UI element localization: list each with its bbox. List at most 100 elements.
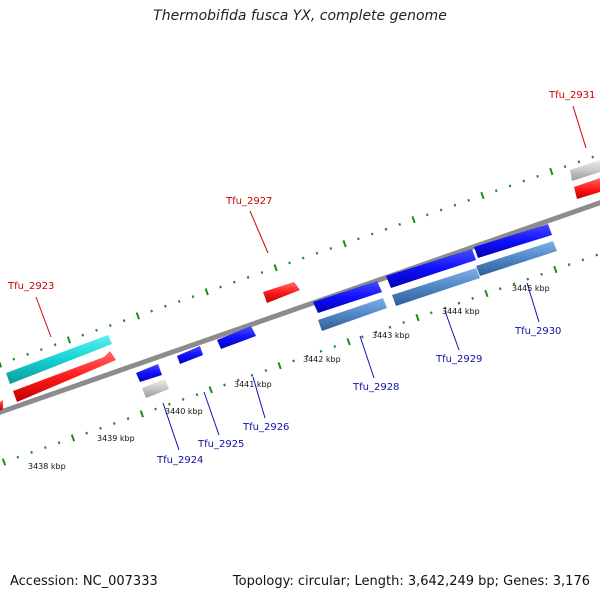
major-tick [549, 167, 554, 176]
genome-summary-text: Topology: circular; Length: 3,642,249 bp… [232, 574, 590, 589]
major-tick [204, 288, 209, 296]
gene-label-tfu-2926[interactable]: Tfu_2926 [242, 422, 289, 433]
minor-tick [168, 402, 171, 406]
minor-tick [443, 306, 447, 310]
minor-tick [195, 393, 199, 397]
major-tick [484, 289, 489, 298]
minor-tick [453, 203, 457, 207]
leader-tfu-2928 [359, 335, 375, 379]
minor-tick [44, 446, 47, 449]
minor-tick [305, 354, 309, 358]
gene-tfu-2928-steel[interactable] [318, 298, 387, 331]
minor-tick [540, 272, 543, 276]
minor-tick [361, 335, 364, 339]
major-tick [139, 410, 144, 418]
minor-tick [508, 184, 512, 188]
minor-tick [292, 359, 295, 363]
gene-labels: Tfu_2923 Tfu_2927 Tfu_2931 Tfu_2924 Tfu_… [7, 90, 595, 466]
gene-tfu-2929-steel[interactable] [392, 268, 480, 306]
leader-tfu-2925 [203, 391, 220, 436]
gene-label-tfu-2925[interactable]: Tfu_2925 [197, 439, 244, 450]
minor-tick [246, 275, 250, 279]
minor-tick [260, 271, 264, 275]
gene-label-tfu-2923[interactable]: Tfu_2923 [7, 281, 54, 292]
gene-tfu-2931-gray[interactable] [570, 160, 600, 181]
gene-label-tfu-2929[interactable]: Tfu_2929 [435, 354, 482, 365]
minor-tick [177, 299, 181, 303]
gene-tfu-2929[interactable] [386, 249, 476, 288]
scale-label: 3439 kbp [97, 434, 135, 443]
gene-label-tfu-2931[interactable]: Tfu_2931 [548, 90, 595, 101]
upper-tick-track [0, 155, 595, 368]
minor-tick [40, 348, 43, 351]
minor-tick [57, 441, 61, 445]
minor-tick [329, 247, 333, 250]
major-tick [70, 434, 76, 442]
minor-tick [236, 378, 240, 382]
minor-tick [374, 330, 378, 334]
minor-tick [467, 198, 470, 202]
minor-tick [112, 422, 116, 425]
minor-tick [425, 213, 429, 217]
gene-tfu-2930[interactable] [474, 224, 552, 258]
gene-label-tfu-2927[interactable]: Tfu_2927 [225, 196, 272, 207]
minor-tick [567, 263, 571, 267]
gene-tfu-2928[interactable] [313, 281, 382, 313]
gene-partial-left[interactable] [0, 400, 3, 411]
scale-label: 3438 kbp [28, 462, 66, 471]
scale-label: 3442 kbp [303, 355, 341, 364]
major-tick [415, 313, 420, 322]
minor-tick [522, 179, 526, 183]
gene-tfu-2925[interactable] [177, 346, 203, 364]
leader-tfu-2927 [249, 210, 269, 254]
minor-tick [333, 345, 337, 348]
minor-tick [181, 397, 185, 401]
major-tick [273, 264, 278, 272]
minor-tick [126, 417, 130, 421]
major-tick [342, 240, 347, 248]
minor-tick [30, 450, 33, 454]
minor-tick [164, 304, 167, 308]
minor-tick [370, 232, 374, 236]
major-tick [553, 265, 558, 274]
minor-tick [563, 165, 567, 169]
minor-tick [402, 320, 406, 324]
gene-tfu-2923-cyan[interactable] [6, 335, 112, 384]
minor-tick [315, 251, 319, 255]
minor-tick [471, 296, 474, 300]
minor-tick [53, 343, 57, 347]
minor-tick [498, 287, 502, 291]
leader-tfu-2931 [572, 105, 587, 149]
gene-label-tfu-2930[interactable]: Tfu_2930 [514, 326, 561, 337]
gene-label-tfu-2924[interactable]: Tfu_2924 [156, 455, 203, 466]
gene-tfu-2926[interactable] [217, 326, 256, 349]
gene-track [0, 160, 600, 411]
minor-tick [12, 357, 16, 361]
scale-label: 3445 kbp [512, 284, 550, 293]
gene-tfu-2923[interactable] [13, 351, 116, 402]
gene-tfu-2931[interactable] [574, 178, 600, 199]
minor-tick [494, 189, 498, 193]
gene-tfu-2930-steel[interactable] [476, 241, 557, 276]
scale-label: 3440 kbp [165, 407, 203, 416]
minor-tick [16, 455, 20, 459]
major-tick [135, 312, 140, 320]
minor-tick [398, 222, 402, 226]
gene-tfu-2924-gray[interactable] [142, 379, 169, 398]
minor-tick [250, 373, 254, 377]
minor-tick [95, 328, 98, 332]
minor-tick [150, 309, 153, 313]
gene-tfu-2924[interactable] [136, 364, 162, 382]
major-tick [277, 362, 282, 370]
accession-text: Accession: NC_007333 [10, 574, 158, 589]
major-tick [66, 336, 72, 344]
minor-tick [108, 324, 112, 327]
gene-label-tfu-2928[interactable]: Tfu_2928 [352, 382, 399, 393]
gene-tfu-2927[interactable] [263, 282, 300, 303]
minor-tick [191, 295, 195, 299]
minor-tick [429, 311, 433, 315]
minor-tick [388, 325, 392, 329]
leader-tfu-2930 [526, 282, 540, 323]
scale-label: 3441 kbp [234, 380, 272, 389]
minor-tick [357, 237, 360, 241]
